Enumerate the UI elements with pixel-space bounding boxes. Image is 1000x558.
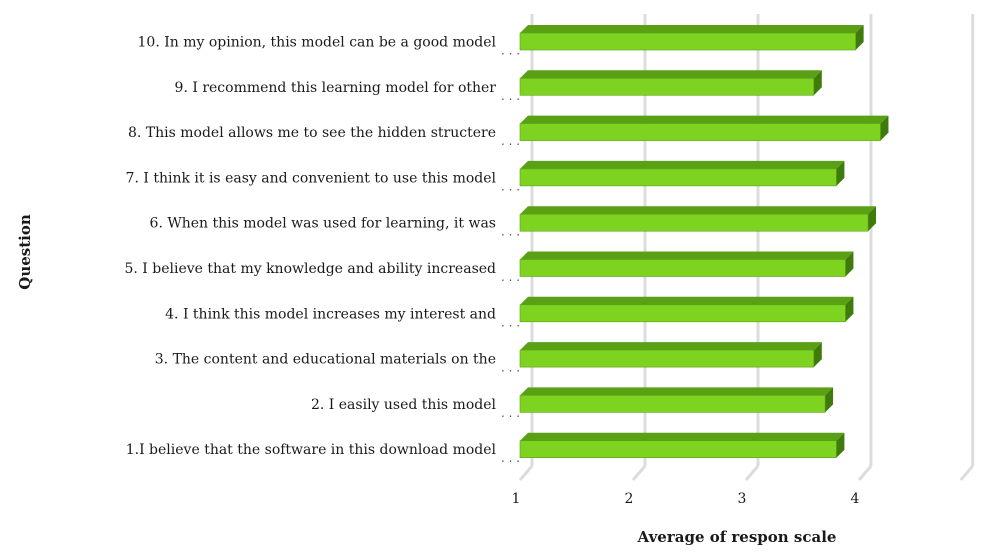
gridline-floor xyxy=(959,465,974,481)
y-axis-title: Question xyxy=(16,214,34,290)
bar-front-face xyxy=(519,349,815,368)
category-label: 4. I think this model increases my inter… xyxy=(165,306,496,322)
x-axis-title: Average of respon scale xyxy=(637,528,837,546)
x-tick-label: 1 xyxy=(512,491,521,507)
bar-front-face xyxy=(519,395,826,413)
row-tick-marker: . . . xyxy=(501,179,520,193)
bar xyxy=(519,387,834,413)
bar-top-face xyxy=(520,25,864,33)
bar-layer xyxy=(519,25,889,459)
bar-top-face xyxy=(520,387,834,396)
bar-top-face xyxy=(520,206,877,215)
bar xyxy=(519,296,854,323)
row-tick-marker: . . . xyxy=(501,361,520,375)
category-label: 10. In my opinion, this model can be a g… xyxy=(138,35,497,51)
bar-side-face xyxy=(825,387,834,413)
row-tick-marker: . . . xyxy=(501,44,520,58)
category-label-layer: . . . . . . . . . . . . . . . . . . . . . . . .… xyxy=(124,35,520,466)
gridline-floor xyxy=(744,465,760,481)
bar-side-face xyxy=(813,70,822,96)
bar-side-face xyxy=(836,432,845,458)
bar-side-face xyxy=(868,206,877,232)
bar-top-face xyxy=(520,251,854,260)
row-tick-marker: . . . xyxy=(501,225,520,239)
tick-label-layer: 1 2 3 4 xyxy=(512,491,860,507)
row-tick-marker: . . . xyxy=(501,134,520,148)
bar-side-face xyxy=(813,342,822,368)
row-tick-marker: . . . xyxy=(501,315,520,329)
gridline-floor xyxy=(857,465,873,481)
bar xyxy=(519,432,845,459)
x-tick-label: 3 xyxy=(738,491,747,507)
category-label: 2. I easily used this model xyxy=(311,397,497,413)
bar xyxy=(519,342,822,368)
row-tick-marker: . . . xyxy=(501,406,520,420)
bar-top-face xyxy=(520,296,854,305)
bar-front-face xyxy=(519,78,815,96)
bar xyxy=(519,25,864,51)
bar xyxy=(519,70,822,96)
bar-front-face xyxy=(519,32,856,51)
bar-front-face xyxy=(519,168,837,187)
row-tick-marker: . . . xyxy=(501,451,520,465)
bar-front-face xyxy=(519,440,837,459)
bar xyxy=(519,206,877,232)
category-label: 8. This model allows me to see the hidde… xyxy=(128,125,496,141)
bar-front-face xyxy=(519,259,846,277)
bar-top-face xyxy=(520,432,845,441)
bar-front-face xyxy=(519,123,881,141)
bar-top-face xyxy=(520,342,822,351)
gridline-floor xyxy=(518,465,534,481)
bar-side-face xyxy=(880,115,889,141)
category-label: 5. I believe that my knowledge and abili… xyxy=(124,261,496,277)
gridline-floor xyxy=(631,465,647,481)
bar xyxy=(519,251,854,277)
row-tick-marker: . . . xyxy=(501,89,520,103)
bar-side-face xyxy=(836,160,845,186)
bar-side-face xyxy=(855,25,864,50)
bar-front-face xyxy=(519,304,846,323)
bar-top-face xyxy=(520,115,889,124)
category-label: 3. The content and educational materials… xyxy=(155,352,496,368)
category-label: 7. I think it is easy and convenient to … xyxy=(126,170,497,186)
bar xyxy=(519,160,845,187)
x-tick-label: 2 xyxy=(625,491,634,507)
category-label: 1.I believe that the software in this do… xyxy=(126,442,497,458)
bar xyxy=(519,115,889,141)
category-label: 6. When this model was used for learning… xyxy=(150,216,496,232)
bar-top-face xyxy=(520,160,845,169)
bar-side-face xyxy=(845,296,854,322)
bar-front-face xyxy=(519,213,869,232)
bar-side-face xyxy=(845,251,854,277)
x-tick-label: 4 xyxy=(851,491,860,507)
row-tick-marker: . . . xyxy=(501,270,520,284)
bar-top-face xyxy=(520,70,822,79)
category-label: 9. I recommend this learning model for o… xyxy=(175,80,497,96)
